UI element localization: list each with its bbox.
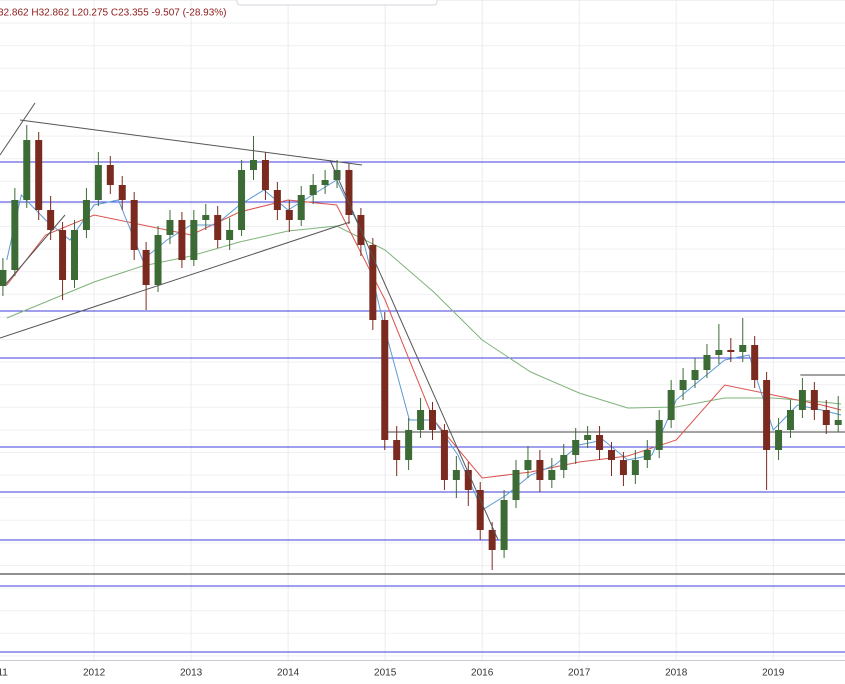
trendline [0,221,351,339]
x-tick-label: 2012 [83,668,106,679]
candle-body [655,420,663,450]
candle-body [11,200,19,270]
candle-body [584,435,592,440]
moving-average [6,225,842,409]
candle-body [178,220,186,260]
candle-body [250,160,257,170]
candle-body [536,460,544,480]
x-tick-label: 2015 [374,668,397,679]
candle-body [691,370,699,380]
candle-body [786,410,794,430]
candle-body [703,355,711,370]
candle-body [47,210,55,230]
candle-body [679,380,687,390]
candle-body [727,350,735,352]
candle-body [166,220,174,235]
x-tick-label: 2013 [180,668,203,679]
candle-body [106,165,114,185]
candle-body [142,250,150,285]
candle-body [512,470,520,500]
toolbar-tab[interactable] [236,0,438,6]
candle-body [739,345,747,352]
candle-body [822,410,830,425]
candle-body [0,270,7,286]
candle-body [82,200,90,230]
candle-body [345,170,353,215]
candle-body [607,450,615,460]
candle-body [763,380,771,450]
candle-body [715,350,723,355]
trendline [4,214,66,286]
candle-body [810,390,818,410]
trendline [0,102,36,156]
candle-body [94,165,102,200]
candle-body [500,500,508,550]
candle-body [524,460,532,470]
candle-body [393,440,401,460]
candle-body [71,230,79,280]
x-axis-strip [0,660,845,684]
candle-body [560,455,568,470]
trendline [329,159,499,541]
candle-body [118,185,126,200]
candle-body [834,420,842,425]
plot-area [0,0,845,660]
x-tick-label: 2018 [665,668,688,679]
candle-body [643,450,651,460]
candle-body [631,460,639,475]
candle-body [798,390,806,410]
candle-body [214,215,222,240]
x-tick-label: 2016 [471,668,494,679]
candle-body [273,190,281,210]
candle-body [369,245,377,320]
candle-body [154,235,162,285]
candle-body [405,430,413,460]
x-tick-label: 2017 [568,668,591,679]
candle-body [309,185,317,195]
candle-body [417,410,425,430]
x-tick-label: 2019 [762,668,785,679]
candle-body [130,200,138,250]
candle-body [202,215,210,220]
x-axis: 2011 2012 2013 2014 2015 2016 2017 2018 2019 [0,668,785,679]
candle-body [35,140,43,210]
candle-body [261,160,269,190]
candle-body [476,490,484,530]
candle-body [190,220,198,260]
candle-body [440,430,448,480]
candle-body [488,530,496,550]
ohlc-header: 32.862 H32.862 L20.275 C23.355 -9.507 (-… [0,8,227,19]
x-tick-label: 2014 [277,668,300,679]
candle-body [667,390,675,420]
plot-background [0,0,845,660]
candle-body [452,470,460,480]
trendline [19,119,363,166]
candle-body [321,180,329,185]
candle-body [238,170,246,230]
candle-body [59,230,67,280]
candle-body [381,320,389,440]
candle-body [751,345,759,380]
candle-body [23,140,31,200]
candle-body [226,230,234,240]
candle-body [775,430,783,450]
candle-body [464,470,472,490]
candle-body [428,410,436,430]
candle-body [285,210,293,220]
candle-body [596,435,604,450]
candle-body [572,440,580,455]
candle-body [548,470,556,480]
candle-body [297,195,305,220]
candle-body [619,460,627,475]
x-tick-label: 2011 [0,668,8,679]
